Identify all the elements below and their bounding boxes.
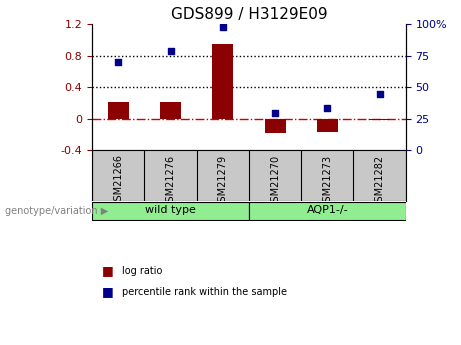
- Text: percentile rank within the sample: percentile rank within the sample: [122, 287, 287, 296]
- Text: GSM21276: GSM21276: [165, 155, 176, 208]
- Text: ■: ■: [101, 285, 113, 298]
- Point: [324, 105, 331, 110]
- Text: genotype/variation ▶: genotype/variation ▶: [5, 206, 108, 216]
- Bar: [369, 119, 390, 120]
- Bar: [265, 119, 285, 133]
- FancyBboxPatch shape: [92, 202, 249, 220]
- Text: log ratio: log ratio: [122, 266, 163, 276]
- Text: GSM21273: GSM21273: [322, 155, 332, 208]
- Point: [219, 24, 226, 29]
- Bar: [160, 101, 181, 119]
- Text: GSM21279: GSM21279: [218, 155, 228, 208]
- Text: GSM21270: GSM21270: [270, 155, 280, 208]
- Text: wild type: wild type: [145, 206, 196, 216]
- Text: AQP1-/-: AQP1-/-: [307, 206, 348, 216]
- Bar: [317, 119, 338, 132]
- Point: [272, 110, 279, 115]
- FancyBboxPatch shape: [249, 202, 406, 220]
- Bar: [213, 44, 233, 119]
- Text: GSM21266: GSM21266: [113, 155, 124, 207]
- Point: [115, 59, 122, 65]
- Point: [167, 48, 174, 53]
- Point: [376, 91, 383, 96]
- Bar: [108, 101, 129, 119]
- Text: ■: ■: [101, 264, 113, 277]
- Text: GSM21282: GSM21282: [374, 155, 384, 208]
- Title: GDS899 / H3129E09: GDS899 / H3129E09: [171, 7, 327, 22]
